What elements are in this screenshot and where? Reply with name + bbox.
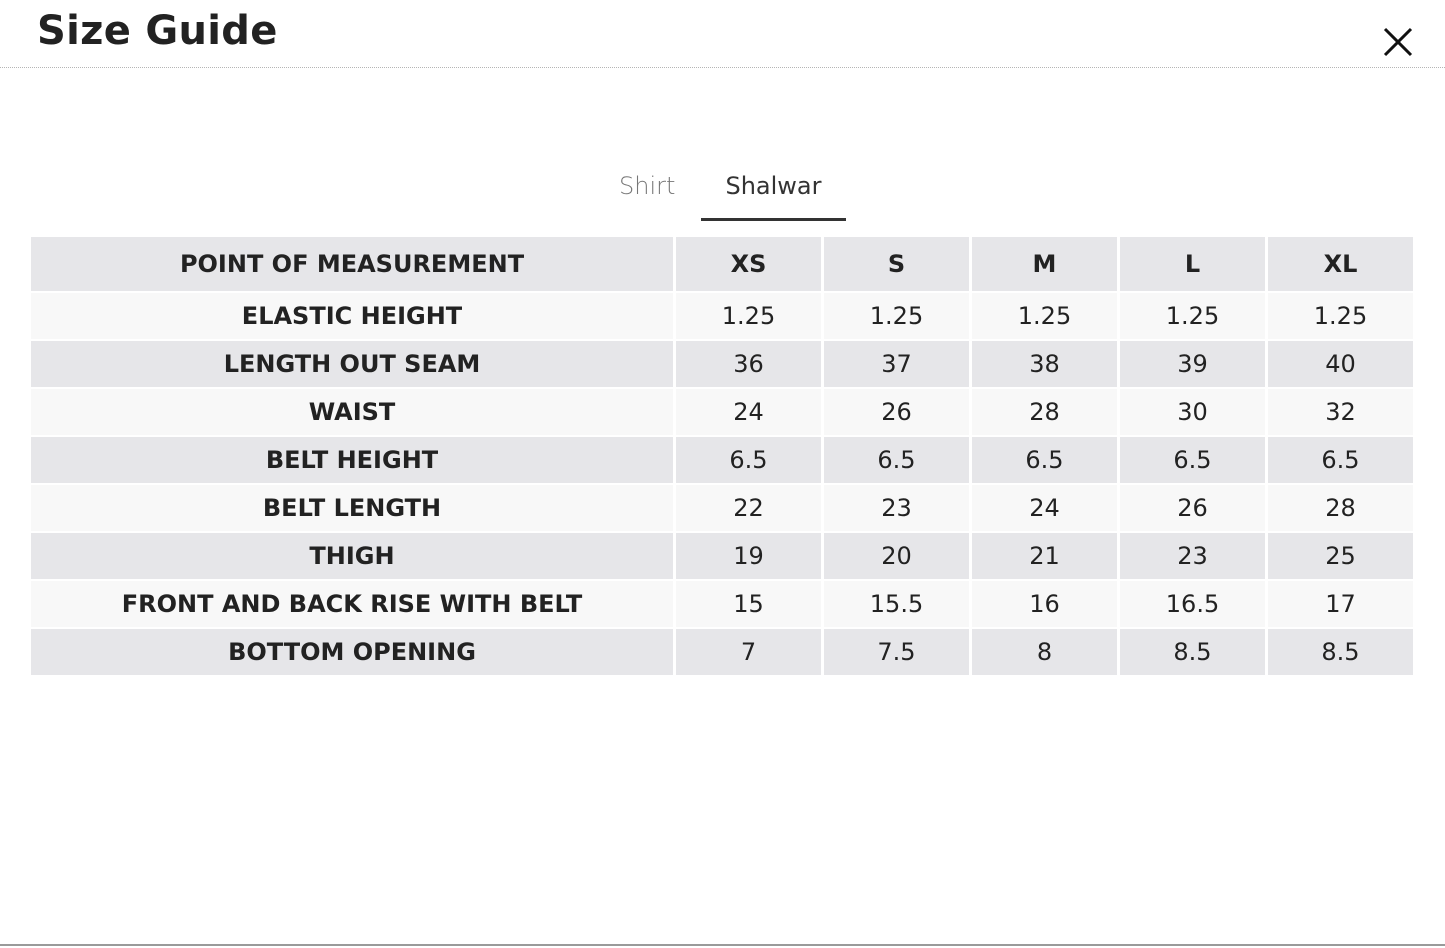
cell: 40 (1268, 341, 1413, 387)
cell: 16 (972, 581, 1117, 627)
cell: 28 (1268, 485, 1413, 531)
cell: 39 (1120, 341, 1265, 387)
cell: S (824, 237, 969, 291)
size-table: POINT OF MEASUREMENT XS S M L XL ELASTIC HEIGH… (28, 235, 1416, 677)
cell: 26 (824, 389, 969, 435)
cell: 7 (676, 629, 821, 675)
modal-title: Size Guide (37, 8, 278, 54)
table-row: BELT HEIGHT 6.5 6.5 6.5 6.5 6.5 (31, 437, 1413, 483)
cell: 23 (1120, 533, 1265, 579)
row-label: ELASTIC HEIGHT (31, 293, 673, 339)
cell: 28 (972, 389, 1117, 435)
cell: 1.25 (972, 293, 1117, 339)
cell: 16.5 (1120, 581, 1265, 627)
cell: 8.5 (1120, 629, 1265, 675)
table-row: BELT LENGTH 22 23 24 26 28 (31, 485, 1413, 531)
cell: 6.5 (676, 437, 821, 483)
row-label: POINT OF MEASUREMENT (31, 237, 673, 291)
table-row: WAIST 24 26 28 30 32 (31, 389, 1413, 435)
close-icon (1383, 27, 1413, 57)
cell: 21 (972, 533, 1117, 579)
cell: 22 (676, 485, 821, 531)
close-button[interactable] (1380, 24, 1416, 60)
header-row: POINT OF MEASUREMENT XS S M L XL (31, 237, 1413, 291)
cell: 6.5 (1268, 437, 1413, 483)
row-label: LENGTH OUT SEAM (31, 341, 673, 387)
table-row: ELASTIC HEIGHT 1.25 1.25 1.25 1.25 1.25 (31, 293, 1413, 339)
table-row: LENGTH OUT SEAM 36 37 38 39 40 (31, 341, 1413, 387)
row-label: BELT LENGTH (31, 485, 673, 531)
cell: 24 (676, 389, 821, 435)
cell: 30 (1120, 389, 1265, 435)
cell: 25 (1268, 533, 1413, 579)
cell: M (972, 237, 1117, 291)
cell: 36 (676, 341, 821, 387)
cell: 6.5 (824, 437, 969, 483)
cell: 15.5 (824, 581, 969, 627)
cell: 1.25 (1120, 293, 1265, 339)
header-divider (0, 67, 1445, 68)
row-label: BELT HEIGHT (31, 437, 673, 483)
table-row: FRONT AND BACK RISE WITH BELT 15 15.5 16 16.… (31, 581, 1413, 627)
row-label: BOTTOM OPENING (31, 629, 673, 675)
cell: 32 (1268, 389, 1413, 435)
row-label: FRONT AND BACK RISE WITH BELT (31, 581, 673, 627)
cell: 1.25 (1268, 293, 1413, 339)
cell: 6.5 (1120, 437, 1265, 483)
cell: 20 (824, 533, 969, 579)
tab-active[interactable]: Shalwar (701, 172, 846, 221)
row-label: THIGH (31, 533, 673, 579)
table-row: THIGH 19 20 21 23 25 (31, 533, 1413, 579)
cell: 1.25 (824, 293, 969, 339)
cell: 8.5 (1268, 629, 1413, 675)
row-label: WAIST (31, 389, 673, 435)
cell: XL (1268, 237, 1413, 291)
cell: 26 (1120, 485, 1265, 531)
tab[interactable]: Shirt (619, 172, 676, 200)
cell: 38 (972, 341, 1117, 387)
cell: 24 (972, 485, 1117, 531)
cell: 1.25 (676, 293, 821, 339)
cell: 17 (1268, 581, 1413, 627)
cell: 6.5 (972, 437, 1117, 483)
cell: 15 (676, 581, 821, 627)
cell: 8 (972, 629, 1117, 675)
table-row: BOTTOM OPENING 7 7.5 8 8.5 8.5 (31, 629, 1413, 675)
cell: XS (676, 237, 821, 291)
cell: 7.5 (824, 629, 969, 675)
cell: 37 (824, 341, 969, 387)
cell: L (1120, 237, 1265, 291)
cell: 23 (824, 485, 969, 531)
cell: 19 (676, 533, 821, 579)
